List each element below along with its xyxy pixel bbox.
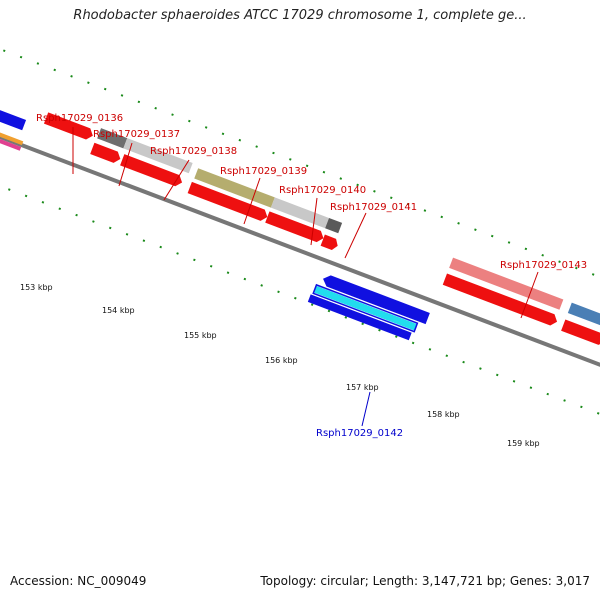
leader-0137	[118, 142, 133, 187]
leader-0139	[243, 177, 261, 225]
gene-right-edge-steelblue[interactable]	[567, 302, 600, 328]
gene-label-0140[interactable]: Rsph17029_0140	[279, 185, 366, 196]
leader-0138	[163, 159, 190, 201]
scale-label-155: 155 kbp	[184, 331, 217, 340]
gene-0142-cyan[interactable]	[313, 285, 418, 331]
leader-0141	[344, 212, 367, 259]
gene-0141-arrow[interactable]	[320, 234, 340, 252]
scale-label-159: 159 kbp	[507, 439, 540, 448]
gene-0137-arrow[interactable]	[90, 142, 122, 165]
gene-label-0142[interactable]: Rsph17029_0142	[316, 428, 403, 439]
accession-text: Accession: NC_009049	[10, 574, 147, 588]
gene-0137-grey-dark[interactable]	[97, 128, 128, 149]
gene-0141-grey-dark[interactable]	[325, 217, 343, 234]
gene-0142-blue-arrow[interactable]	[321, 273, 430, 325]
leader-0143	[520, 271, 539, 319]
leader-0142	[361, 391, 371, 427]
gene-label-0137[interactable]: Rsph17029_0137	[93, 129, 180, 140]
genome-backbone	[0, 105, 600, 409]
gene-left-edge-blue[interactable]	[0, 105, 27, 131]
gene-0139-olive[interactable]	[194, 168, 275, 208]
gene-0140-arrow[interactable]	[265, 211, 325, 244]
gene-label-0139[interactable]: Rsph17029_0139	[220, 166, 307, 177]
scale-label-154: 154 kbp	[102, 306, 135, 315]
map-title: Rhodobacter sphaeroides ATCC 17029 chrom…	[73, 8, 527, 23]
gene-0138-arrow[interactable]	[120, 154, 184, 188]
scale-label-157: 157 kbp	[346, 383, 379, 392]
scale-label-158: 158 kbp	[427, 410, 460, 419]
gene-right-edge-arrow[interactable]	[561, 319, 600, 347]
gene-0142-cyan-outline	[312, 283, 419, 333]
gene-left-edge-orange[interactable]	[0, 128, 24, 146]
gene-0143-pink[interactable]	[449, 257, 564, 310]
gene-label-0138[interactable]: Rsph17029_0138	[150, 146, 237, 157]
gene-label-0136[interactable]: Rsph17029_0136	[36, 113, 123, 124]
topology-text: Topology: circular; Length: 3,147,721 bp…	[260, 574, 590, 588]
gene-0136-upper[interactable]	[43, 112, 95, 141]
gene-0143-arrow[interactable]	[442, 273, 559, 327]
scale-label-156: 156 kbp	[265, 356, 298, 365]
gene-0138-grey-light[interactable]	[123, 138, 193, 174]
gene-0142-blue-bar[interactable]	[307, 294, 412, 341]
scale-label-153: 153 kbp	[20, 283, 53, 292]
gene-left-edge-pink[interactable]	[0, 134, 22, 151]
gene-label-0143[interactable]: Rsph17029_0143	[500, 260, 587, 271]
gene-0139-arrow[interactable]	[187, 181, 270, 223]
gene-label-0141[interactable]: Rsph17029_0141	[330, 202, 417, 213]
leader-0140	[310, 197, 318, 246]
